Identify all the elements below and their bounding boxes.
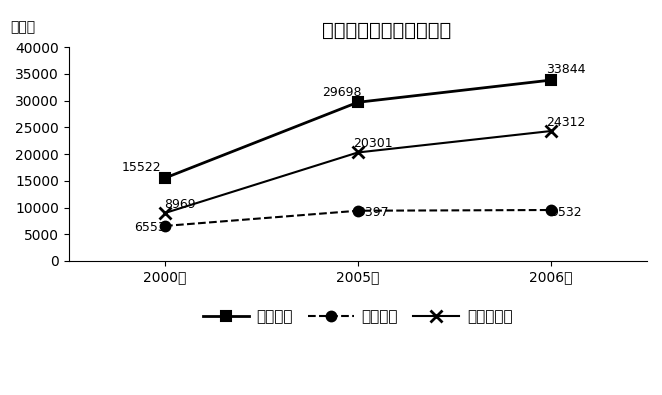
Title: 国际储备（不包括黄金）: 国际储备（不包括黄金） [322,21,451,40]
发达国家 [161,224,169,228]
发展中国家 [547,129,555,134]
世界总体 [354,100,361,105]
Text: 9397: 9397 [357,206,389,219]
Text: 9532: 9532 [550,205,582,218]
Text: 亿美元: 亿美元 [11,21,36,34]
Text: 6553: 6553 [134,222,166,235]
Text: 29698: 29698 [322,86,362,98]
发达国家 [547,208,555,213]
Line: 世界总体: 世界总体 [160,75,555,183]
世界总体 [161,176,169,181]
Line: 发达国家: 发达国家 [160,205,555,231]
Line: 发展中国家: 发展中国家 [159,125,557,219]
发达国家 [354,208,361,213]
Text: 24312: 24312 [546,116,586,129]
发展中国家 [354,150,361,155]
Text: 33844: 33844 [546,63,586,76]
世界总体 [547,78,555,83]
Text: 15522: 15522 [122,161,162,174]
Text: 8969: 8969 [165,198,196,211]
Text: 20301: 20301 [354,137,393,150]
Legend: 世界总体, 发达国家, 发展中国家: 世界总体, 发达国家, 发展中国家 [197,303,519,330]
发展中国家 [161,211,169,215]
